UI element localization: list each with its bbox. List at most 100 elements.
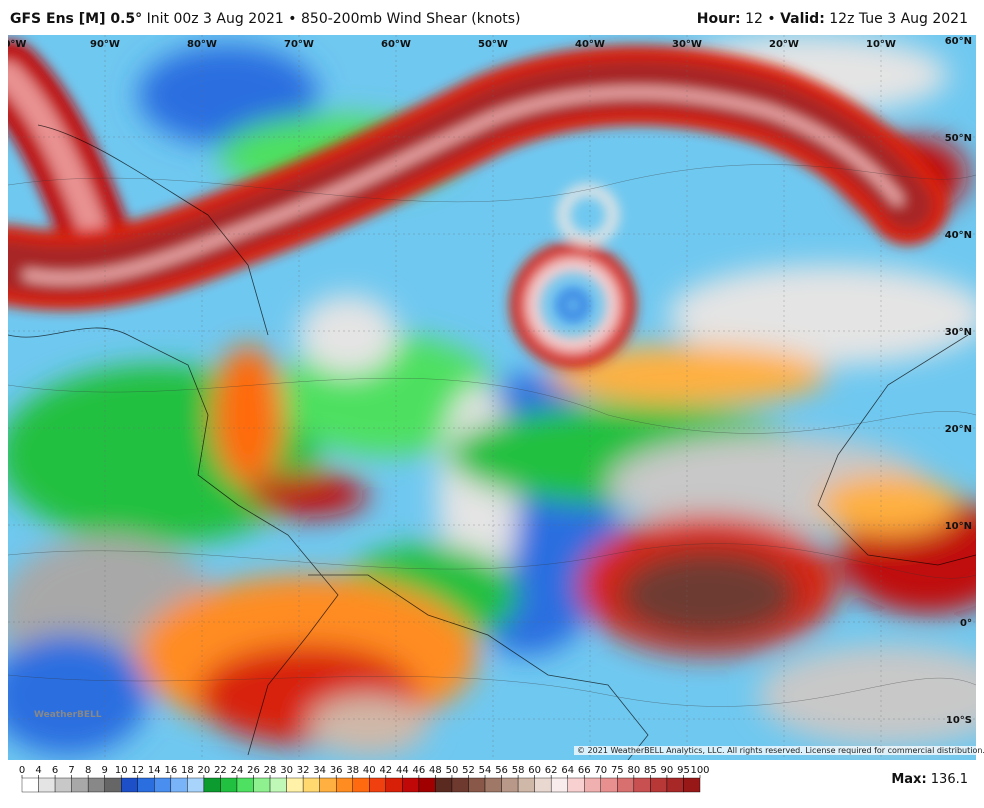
- colorbar-swatch: [54, 777, 72, 793]
- colorbar-swatch: [650, 777, 668, 793]
- colorbar-label: 26: [247, 765, 260, 776]
- colorbar-swatch: [369, 777, 387, 793]
- colorbar-swatch: [104, 777, 122, 793]
- max-value: 136.1: [930, 772, 968, 787]
- colorbar-label: 6: [52, 765, 58, 776]
- colorbar-swatch: [137, 777, 155, 793]
- longitude-label: 30°W: [672, 39, 702, 50]
- latitude-label: 20°N: [945, 424, 972, 435]
- model: GFS Ens [M] 0.5°: [10, 11, 143, 27]
- colorbar-swatch: [352, 777, 370, 793]
- colorbar-swatch: [286, 777, 304, 793]
- colorbar-label: 56: [495, 765, 508, 776]
- colorbar-label: 64: [561, 765, 574, 776]
- longitude-label: 10°W: [866, 39, 896, 50]
- colorbar-label: 100: [690, 765, 709, 776]
- colorbar-label: 90: [661, 765, 674, 776]
- colorbar-label: 32: [297, 765, 310, 776]
- colorbar-swatch: [236, 777, 254, 793]
- init: Init 00z 3 Aug 2021: [146, 11, 284, 27]
- colorbar-swatch: [451, 777, 469, 793]
- colorbar-label: 10: [115, 765, 128, 776]
- colorbar-swatch: [402, 777, 420, 793]
- colorbar-label: 12: [131, 765, 144, 776]
- latitude-label: 40°N: [945, 230, 972, 241]
- colorbar-label: 20: [198, 765, 211, 776]
- longitude-label: 50°W: [478, 39, 508, 50]
- colorbar-swatch: [385, 777, 403, 793]
- colorbar-swatch: [484, 777, 502, 793]
- latitude-label: 50°N: [945, 133, 972, 144]
- colorbar-label: 44: [396, 765, 409, 776]
- colorbar-label: 0: [19, 765, 25, 776]
- colorbar-swatch: [517, 777, 535, 793]
- colorbar-swatch: [584, 777, 601, 793]
- colorbar-swatch: [633, 777, 651, 793]
- shear-field: [8, 35, 976, 760]
- map: 100°W 90°W 80°W 70°W 60°W 50°W 40°W 30°W 20°W 10°…: [8, 35, 976, 760]
- colorbar-label: 14: [148, 765, 161, 776]
- colorbar-swatch: [170, 777, 188, 793]
- separator: •: [288, 11, 297, 27]
- colorbar-label: 4: [35, 765, 41, 776]
- max-readout: Max: 136.1: [891, 772, 968, 787]
- colorbar-label: 38: [346, 765, 359, 776]
- colorbar: 0 4 6 7 8 9 10 12 14 16 18 20 22 24 26 28 30 32 34 36 38 40 42…: [19, 765, 710, 793]
- longitude-label: 20°W: [769, 39, 799, 50]
- colorbar-swatch: [154, 777, 172, 793]
- colorbar-swatch: [203, 777, 221, 793]
- colorbar-swatch: [220, 777, 238, 793]
- colorbar-swatch: [550, 777, 568, 793]
- header-right: Hour: 12 • Valid: 12z Tue 3 Aug 2021: [697, 11, 968, 27]
- latitude-label: 10°N: [945, 521, 972, 532]
- colorbar-label: 36: [330, 765, 343, 776]
- colorbar-swatch: [600, 777, 618, 793]
- colorbar-label: 7: [68, 765, 74, 776]
- longitude-label: 70°W: [284, 39, 314, 50]
- colorbar-swatch: [121, 777, 138, 793]
- colorbar-label: 22: [214, 765, 227, 776]
- copyright: © 2021 WeatherBELL Analytics, LLC. All r…: [574, 746, 984, 755]
- latitude-label: 10°S: [946, 715, 972, 726]
- graticule: [8, 35, 976, 760]
- colorbar-label: 58: [512, 765, 525, 776]
- colorbar-label: 60: [528, 765, 541, 776]
- colorbar-label: 24: [231, 765, 244, 776]
- latitude-label: 60°N: [945, 36, 972, 47]
- colorbar-swatch: [468, 777, 486, 793]
- hour: 12: [745, 11, 763, 27]
- colorbar-label: 46: [413, 765, 426, 776]
- longitude-label: 60°W: [381, 39, 411, 50]
- colorbar-label: 85: [644, 765, 657, 776]
- colorbar-swatch: [253, 777, 271, 793]
- colorbar-swatch: [71, 777, 89, 793]
- colorbar-swatch: [21, 777, 39, 793]
- valid: 12z Tue 3 Aug 2021: [829, 11, 968, 27]
- colorbar-label: 95: [677, 765, 690, 776]
- colorbar-swatch: [567, 777, 585, 793]
- latitude-label: 0°: [960, 618, 972, 629]
- colorbar-label: 42: [379, 765, 392, 776]
- colorbar-swatch: [534, 777, 552, 793]
- header-left: GFS Ens [M] 0.5° Init 00z 3 Aug 2021 • 8…: [10, 11, 521, 27]
- colorbar-label: 66: [578, 765, 591, 776]
- colorbar-label: 70: [594, 765, 607, 776]
- colorbar-label: 30: [280, 765, 293, 776]
- colorbar-swatch: [269, 777, 287, 793]
- colorbar-label: 75: [611, 765, 624, 776]
- colorbar-label: 8: [85, 765, 91, 776]
- max-label: Max:: [891, 772, 927, 787]
- colorbar-label: 50: [446, 765, 459, 776]
- colorbar-swatch: [319, 777, 337, 793]
- field: 850-200mb Wind Shear (knots): [301, 11, 521, 27]
- colorbar-label: 9: [101, 765, 107, 776]
- longitude-label: 40°W: [575, 39, 605, 50]
- logo: WeatherBELL: [34, 710, 102, 720]
- colorbar-label: 52: [462, 765, 475, 776]
- latitude-label: 30°N: [945, 327, 972, 338]
- colorbar-label: 48: [429, 765, 442, 776]
- colorbar-label: 16: [164, 765, 177, 776]
- colorbar-swatch: [302, 777, 320, 793]
- colorbar-label: 80: [627, 765, 640, 776]
